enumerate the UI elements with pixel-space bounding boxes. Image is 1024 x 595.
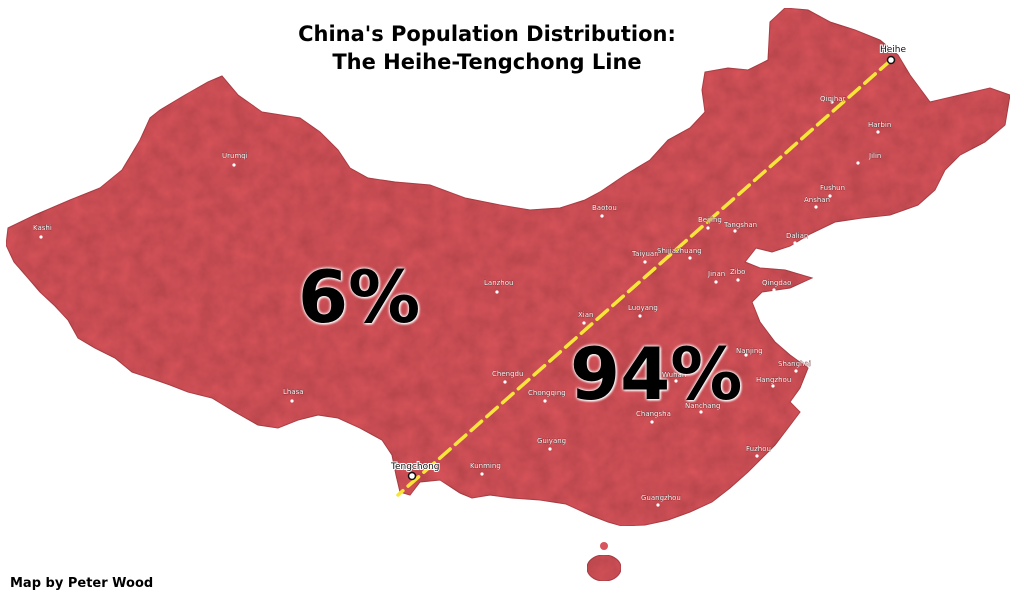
city-guangzhou: Guangzhou [641, 494, 681, 507]
map-credit: Map by Peter Wood [10, 576, 154, 591]
city-dalian: Dalian [786, 232, 809, 245]
coastal-island [600, 542, 608, 550]
city-qingdao: Qingdao [762, 279, 792, 292]
svg-text:Kashi: Kashi [33, 224, 52, 232]
city-shanghai: Shanghai [778, 360, 811, 373]
svg-text:Guangzhou: Guangzhou [641, 494, 681, 502]
city-chongqing: Chongqing [528, 389, 566, 403]
city-wuhan: Wuhan [662, 371, 687, 383]
svg-text:Shijiazhuang: Shijiazhuang [657, 247, 702, 255]
svg-text:Fushun: Fushun [820, 184, 845, 192]
west-population-share: 6% [298, 255, 421, 339]
svg-text:Fuzhou: Fuzhou [746, 445, 771, 453]
city-nanchang: Nanchang [685, 402, 721, 414]
svg-text:Urumqi: Urumqi [222, 152, 248, 160]
svg-text:Lhasa: Lhasa [283, 388, 304, 396]
heihe-tengchong-line [396, 58, 893, 497]
city-zibo: Zibo [730, 268, 746, 282]
city-fushun: Fushun [820, 184, 845, 198]
city-luoyang: Luoyang [628, 304, 658, 318]
heihe-marker [886, 55, 896, 65]
svg-text:Jilin: Jilin [868, 152, 881, 160]
svg-text:Guiyang: Guiyang [537, 437, 566, 445]
svg-text:Xian: Xian [578, 311, 593, 319]
heihe-label: Heihe [880, 45, 907, 55]
city-changsha: Changsha [636, 410, 671, 424]
china-mainland [5, 7, 1011, 527]
city-tangshan: Tangshan [723, 221, 757, 233]
svg-text:Kunming: Kunming [470, 462, 501, 470]
svg-text:Chongqing: Chongqing [528, 389, 566, 397]
city-nanjing: Nanjing [736, 347, 763, 357]
svg-text:Chengdu: Chengdu [492, 370, 523, 378]
svg-text:Shanghai: Shanghai [778, 360, 811, 368]
svg-text:Qingdao: Qingdao [762, 279, 791, 287]
city-kashi: Kashi [33, 224, 52, 239]
svg-text:Hangzhou: Hangzhou [756, 376, 791, 384]
svg-text:Baotou: Baotou [592, 204, 617, 212]
city-beijing: Beijing [698, 216, 722, 230]
city-urumqi: Urumqi [222, 152, 248, 167]
city-qiqihar: Qiqihar [820, 95, 846, 104]
svg-text:Changsha: Changsha [636, 410, 671, 418]
svg-text:Jinan: Jinan [707, 270, 725, 278]
svg-text:Tangshan: Tangshan [723, 221, 757, 229]
svg-text:Beijing: Beijing [698, 216, 722, 224]
tengchong-marker [407, 471, 417, 481]
svg-text:Taiyuan: Taiyuan [631, 250, 659, 258]
east-population-share: 94% [570, 332, 743, 416]
svg-text:Nanjing: Nanjing [736, 347, 763, 355]
city-lhasa: Lhasa [283, 388, 304, 403]
svg-text:Luoyang: Luoyang [628, 304, 658, 312]
svg-text:Zibo: Zibo [730, 268, 745, 276]
tengchong-label: Tengchong [390, 462, 440, 472]
map-title: China's Population Distribution: The Hei… [262, 20, 712, 76]
city-hangzhou: Hangzhou [756, 376, 792, 388]
svg-text:Nanchang: Nanchang [685, 402, 720, 410]
svg-text:Dalian: Dalian [786, 232, 808, 240]
city-fuzhou: Fuzhou [746, 445, 771, 458]
city-harbin: Harbin [868, 121, 892, 134]
city-jinan: Jinan [707, 270, 725, 284]
svg-text:Anshan: Anshan [804, 196, 830, 204]
city-xian: Xian [578, 311, 594, 325]
city-anshan: Anshan [804, 196, 830, 209]
city-baotou: Baotou [592, 204, 617, 218]
map-title-line2: The Heihe-Tengchong Line [332, 50, 642, 74]
city-taiyuan: Taiyuan [631, 250, 659, 264]
city-kunming: Kunming [470, 462, 501, 476]
map-title-line1: China's Population Distribution: [298, 22, 676, 46]
city-jilin: Jilin [856, 152, 882, 165]
city-shijiazhuang: Shijiazhuang [657, 247, 702, 260]
hainan-island [586, 554, 622, 582]
svg-text:Qiqihar: Qiqihar [820, 95, 846, 103]
city-chengdu: Chengdu [492, 370, 524, 384]
svg-text:Harbin: Harbin [868, 121, 891, 129]
svg-text:Lanzhou: Lanzhou [484, 279, 513, 287]
svg-text:Wuhan: Wuhan [662, 371, 686, 379]
city-guiyang: Guiyang [537, 437, 566, 451]
city-lanzhou: Lanzhou [484, 279, 514, 294]
